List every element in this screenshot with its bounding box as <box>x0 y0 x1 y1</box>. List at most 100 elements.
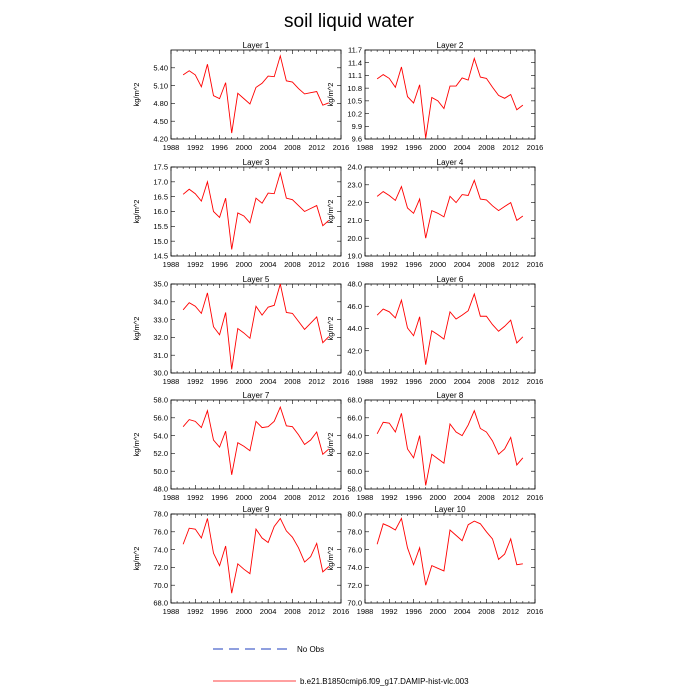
y-axis: 9.6 9.9 10.2 10.5 10.8 11.1 11.4 11.7 <box>347 46 535 144</box>
y-tick-label: 16.0 <box>153 207 168 216</box>
y-tick-label: 4.20 <box>153 135 168 144</box>
x-tick-label: 2000 <box>236 493 253 502</box>
x-axis: 1988 1992 1996 2000 2004 2008 2012 2016 <box>357 514 544 616</box>
y-tick-label: 46.0 <box>347 302 362 311</box>
y-axis-label: kg/m^2 <box>326 83 335 107</box>
series-line <box>376 292 524 365</box>
y-axis-label: kg/m^2 <box>132 433 141 457</box>
x-axis: 1988 1992 1996 2000 2004 2008 2012 2016 <box>163 284 350 386</box>
series-line <box>376 517 523 586</box>
x-tick-label: 2012 <box>502 377 519 386</box>
x-axis: 1988 1992 1996 2000 2004 2008 2012 2016 <box>163 400 350 502</box>
y-tick-label: 20.0 <box>347 234 362 243</box>
y-tick-label: 58.0 <box>347 485 362 494</box>
x-tick-label: 2000 <box>430 260 447 269</box>
y-tick-label: 10.5 <box>347 97 362 106</box>
x-tick-label: 1996 <box>405 607 422 616</box>
x-tick-label: 2000 <box>236 377 253 386</box>
y-tick-label: 48.0 <box>347 280 362 289</box>
y-tick-label: 68.0 <box>347 396 362 405</box>
y-tick-label: 23.0 <box>347 181 362 190</box>
x-tick-label: 2008 <box>284 493 301 502</box>
x-tick-label: 2008 <box>478 260 495 269</box>
y-tick-label: 70.0 <box>347 599 362 608</box>
y-tick-label: 5.10 <box>153 81 168 90</box>
x-tick-label: 2012 <box>308 607 325 616</box>
x-tick-label: 1996 <box>211 143 228 152</box>
y-tick-label: 22.0 <box>347 198 362 207</box>
plot-frame <box>170 49 342 140</box>
x-tick-label: 2004 <box>260 493 277 502</box>
x-tick-label: 2008 <box>284 377 301 386</box>
x-axis: 1988 1992 1996 2000 2004 2008 2012 2016 <box>357 400 543 502</box>
y-tick-label: 4.50 <box>153 117 168 126</box>
x-tick-label: 2004 <box>260 260 277 269</box>
y-tick-label: 74.0 <box>153 545 168 554</box>
y-axis: 58.0 60.0 62.0 64.0 66.0 68.0 <box>347 396 535 494</box>
plot-frame <box>364 49 536 140</box>
y-axis-label: kg/m^2 <box>132 317 141 341</box>
y-axis-label: kg/m^2 <box>132 200 141 224</box>
y-tick-label: 14.5 <box>153 252 168 261</box>
series-line <box>376 409 524 486</box>
chart-title: soil liquid water <box>284 11 415 32</box>
y-tick-label: 68.0 <box>153 599 168 608</box>
panel-title: Layer 6 <box>437 275 464 284</box>
y-tick-label: 58.0 <box>153 396 168 405</box>
x-axis: 1988 1992 1996 2000 2004 2008 2012 2016 <box>163 50 349 152</box>
panel-title: Layer 3 <box>243 158 270 167</box>
x-tick-label: 1992 <box>381 607 398 616</box>
x-tick-label: 2012 <box>502 260 519 269</box>
x-tick-label: 2000 <box>236 260 253 269</box>
x-tick-label: 1996 <box>211 377 228 386</box>
x-tick-label: 2000 <box>430 143 447 152</box>
x-tick-label: 2004 <box>454 143 471 152</box>
x-tick-label: 2016 <box>527 260 544 269</box>
x-tick-label: 2016 <box>333 377 350 386</box>
y-axis: 70.0 72.0 74.0 76.0 78.0 80.0 <box>347 510 535 608</box>
y-axis-label: kg/m^2 <box>132 547 141 571</box>
x-tick-label: 1988 <box>163 143 180 152</box>
legend-obs-label: No Obs <box>297 645 324 654</box>
y-axis: 14.5 15.0 15.5 16.0 16.5 17.0 17.5 <box>153 163 341 261</box>
y-tick-label: 15.0 <box>153 237 168 246</box>
panel-title: Layer 9 <box>243 505 270 514</box>
x-tick-label: 1992 <box>187 607 204 616</box>
x-tick-label: 1992 <box>381 377 398 386</box>
y-axis: 40.0 42.0 44.0 46.0 48.0 <box>347 280 535 378</box>
x-tick-label: 1988 <box>163 377 180 386</box>
x-axis: 1988 1992 1996 2000 2004 2008 2012 2016 <box>163 514 349 616</box>
y-tick-label: 64.0 <box>347 431 362 440</box>
y-tick-label: 72.0 <box>153 563 168 572</box>
x-tick-label: 2008 <box>478 377 495 386</box>
x-tick-label: 2008 <box>478 143 495 152</box>
x-tick-label: 2016 <box>333 493 350 502</box>
plot-frame <box>364 283 536 374</box>
x-tick-label: 1988 <box>357 260 374 269</box>
series-line <box>182 171 330 250</box>
x-axis: 1988 1992 1996 2000 2004 2008 2012 2016 <box>163 167 349 269</box>
x-tick-label: 1988 <box>163 260 180 269</box>
x-tick-label: 2012 <box>502 143 519 152</box>
x-tick-label: 2008 <box>284 143 301 152</box>
y-tick-label: 54.0 <box>153 431 168 440</box>
y-axis-label: kg/m^2 <box>132 83 141 107</box>
x-tick-label: 2016 <box>527 143 544 152</box>
y-tick-label: 56.0 <box>153 414 168 423</box>
y-tick-label: 19.0 <box>347 252 362 261</box>
y-tick-label: 11.7 <box>348 46 362 55</box>
panel-title: Layer 7 <box>243 391 270 400</box>
x-tick-label: 2016 <box>527 607 544 616</box>
y-axis-label: kg/m^2 <box>326 200 335 224</box>
y-axis-label: kg/m^2 <box>326 547 335 571</box>
x-tick-label: 1988 <box>357 143 374 152</box>
y-tick-label: 72.0 <box>347 581 362 590</box>
x-tick-label: 2000 <box>236 607 253 616</box>
y-tick-label: 21.0 <box>347 216 362 225</box>
